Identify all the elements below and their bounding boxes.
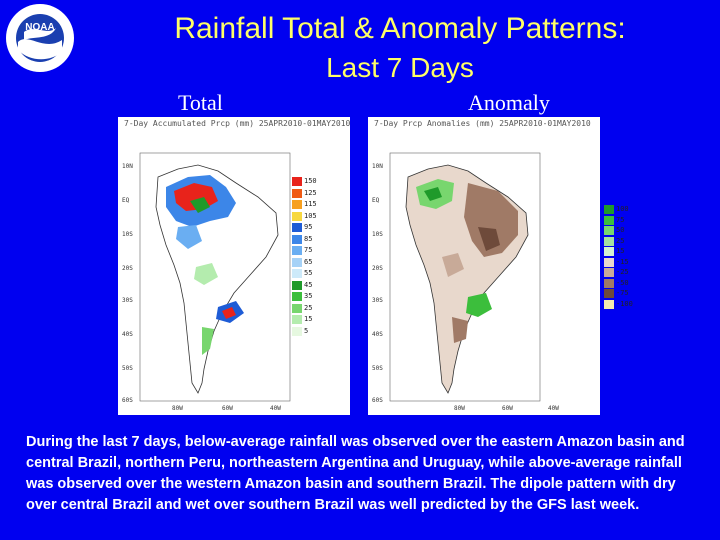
legend-swatch (292, 303, 302, 313)
legend-label: 5 (304, 326, 309, 335)
legend-label: 35 (304, 292, 313, 300)
total-label: Total (178, 90, 223, 115)
lon-tick: 60W (502, 405, 513, 412)
lat-tick: 40S (122, 331, 133, 338)
lon-tick: 60W (222, 405, 233, 412)
legend-label: -15 (616, 257, 629, 266)
legend-swatch (604, 247, 614, 256)
page-subtitle: Last 7 Days (326, 52, 474, 83)
legend-swatch (604, 226, 614, 235)
legend-swatch (292, 177, 302, 186)
anomaly-map-panel: 7-Day Prcp Anomalies (mm) 25APR2010-01MA… (368, 117, 633, 415)
legend-swatch (604, 289, 614, 298)
total-map-header: 7-Day Accumulated Prcp (mm) 25APR2010-01… (124, 119, 351, 128)
legend-swatch (292, 211, 302, 221)
legend-label: 75 (304, 246, 313, 254)
lat-tick: 10N (122, 163, 133, 170)
noaa-logo: NOAA (4, 2, 76, 74)
legend-label: 15 (304, 315, 313, 323)
legend-label: 25 (304, 303, 313, 312)
legend-swatch (604, 299, 614, 309)
legend-label: 25 (616, 236, 625, 245)
lat-tick: 10N (372, 163, 383, 170)
legend-label: 75 (616, 215, 625, 224)
legend-label: 55 (304, 269, 313, 277)
legend-swatch (292, 234, 302, 244)
lat-tick: 60S (122, 397, 133, 404)
page-title: Rainfall Total & Anomaly Patterns: (174, 12, 626, 45)
total-map (139, 152, 291, 402)
lat-tick: 50S (122, 365, 133, 372)
lon-tick: 40W (548, 405, 559, 412)
anomaly-label: Anomaly (468, 90, 550, 115)
anomaly-map (389, 152, 541, 402)
lat-tick: 20S (122, 265, 133, 272)
legend-swatch (604, 215, 614, 225)
legend-label: 15 (616, 247, 625, 255)
lat-tick: 30S (122, 297, 133, 304)
lat-tick: 50S (372, 365, 383, 372)
legend-label: -75 (616, 289, 629, 297)
legend-label: 45 (304, 280, 313, 289)
legend-swatch (292, 257, 302, 267)
legend-label: -100 (616, 299, 633, 308)
legend-swatch (292, 246, 302, 255)
total-map-panel: 7-Day Accumulated Prcp (mm) 25APR2010-01… (118, 117, 350, 415)
legend-swatch (604, 205, 614, 214)
legend-swatch (292, 200, 302, 209)
legend-label: 105 (304, 211, 317, 220)
legend-swatch (292, 315, 302, 324)
legend-swatch (292, 223, 302, 232)
lon-tick: 40W (270, 405, 281, 412)
legend-swatch (604, 257, 614, 267)
legend-label: 100 (616, 205, 629, 213)
legend-label: 50 (616, 226, 625, 234)
lat-tick: 10S (122, 231, 133, 238)
anomaly-map-header: 7-Day Prcp Anomalies (mm) 25APR2010-01MA… (374, 119, 591, 128)
description-text: During the last 7 days, below-average ra… (26, 434, 685, 513)
legend-swatch (292, 326, 302, 336)
legend-label: 85 (304, 234, 313, 243)
legend-swatch (292, 188, 302, 198)
lon-tick: 80W (454, 405, 465, 412)
lat-tick: 30S (372, 297, 383, 304)
legend-swatch (292, 292, 302, 301)
legend-label: -50 (616, 278, 629, 287)
lat-tick: 10S (372, 231, 383, 238)
legend-label: 65 (304, 257, 313, 266)
legend-swatch (292, 280, 302, 290)
legend-label: 150 (304, 177, 317, 185)
lat-tick: 60S (372, 397, 383, 404)
legend-label: -25 (616, 268, 629, 276)
legend-label: 95 (304, 223, 313, 231)
legend-label: 125 (304, 188, 317, 197)
legend-swatch (604, 278, 614, 288)
legend-label: 115 (304, 200, 317, 208)
lat-tick: EQ (122, 197, 130, 204)
lon-tick: 80W (172, 405, 183, 412)
lat-tick: 20S (372, 265, 383, 272)
lat-tick: EQ (372, 197, 380, 204)
lat-tick: 40S (372, 331, 383, 338)
legend-swatch (604, 236, 614, 246)
legend-swatch (604, 268, 614, 277)
legend-swatch (292, 269, 302, 278)
noaa-logo-text: NOAA (25, 22, 54, 33)
